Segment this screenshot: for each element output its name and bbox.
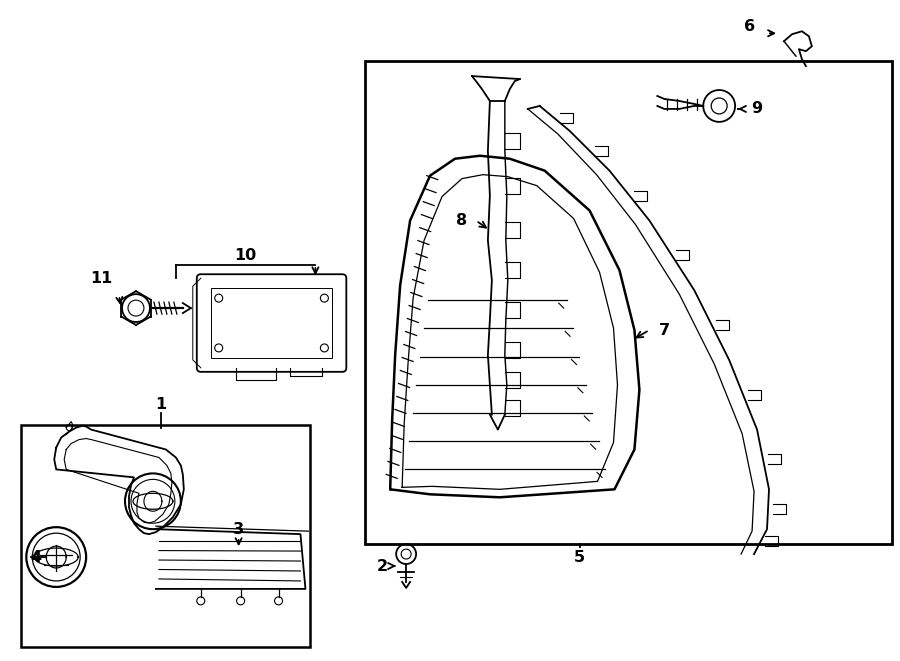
Text: 4: 4 <box>31 549 41 564</box>
Bar <box>365 61 892 544</box>
Text: 11: 11 <box>90 271 112 286</box>
Text: 3: 3 <box>233 522 244 537</box>
Text: 2: 2 <box>376 559 388 574</box>
Text: 7: 7 <box>659 323 670 338</box>
Text: 8: 8 <box>456 213 467 228</box>
Text: 6: 6 <box>743 19 754 34</box>
Text: 1: 1 <box>156 397 166 412</box>
Bar <box>22 424 310 646</box>
Text: 10: 10 <box>235 248 256 263</box>
Text: 5: 5 <box>574 549 585 564</box>
Text: 9: 9 <box>752 101 762 116</box>
Bar <box>211 288 332 358</box>
